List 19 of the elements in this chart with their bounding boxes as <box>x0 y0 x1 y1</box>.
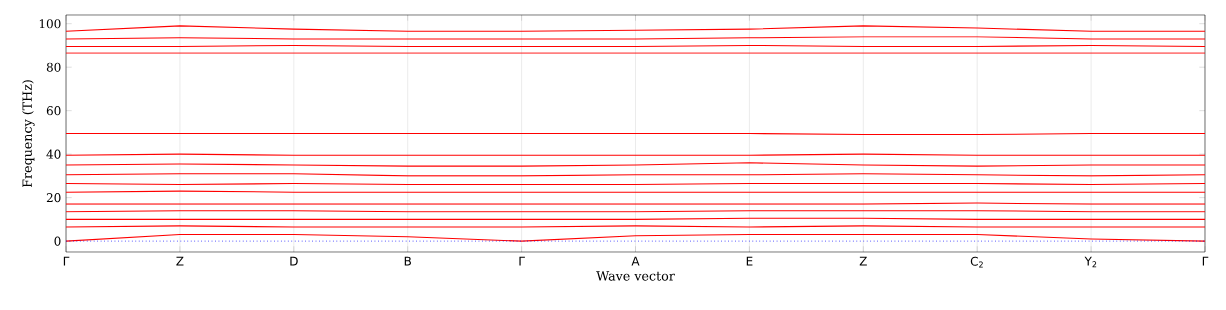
y-tick-label: 0 <box>54 236 61 246</box>
x-tick-label: D <box>290 256 298 266</box>
x-tick-label: Z <box>859 256 867 266</box>
y-tick-label: 20 <box>46 193 61 203</box>
y-tick-label: 80 <box>46 62 61 72</box>
y-axis-title: Frequency (THz) <box>22 80 35 188</box>
x-tick-label: Γ <box>519 256 525 266</box>
x-axis-title: Wave vector <box>596 271 675 281</box>
y-tick-label: 40 <box>46 149 61 159</box>
x-tick-label: Γ <box>63 256 70 266</box>
x-tick-label: C$_{2}$ <box>970 256 983 268</box>
x-tick-label: E <box>746 256 753 266</box>
x-tick-label: A <box>631 256 640 266</box>
x-tick-label: B <box>404 256 411 266</box>
x-tick-label: Γ <box>1202 256 1209 266</box>
x-tick-label: Z <box>176 256 184 266</box>
y-tick-label: 60 <box>46 106 61 116</box>
y-tick-label: 100 <box>39 19 61 29</box>
x-tick-label: Y$_{2}$ <box>1084 256 1097 268</box>
